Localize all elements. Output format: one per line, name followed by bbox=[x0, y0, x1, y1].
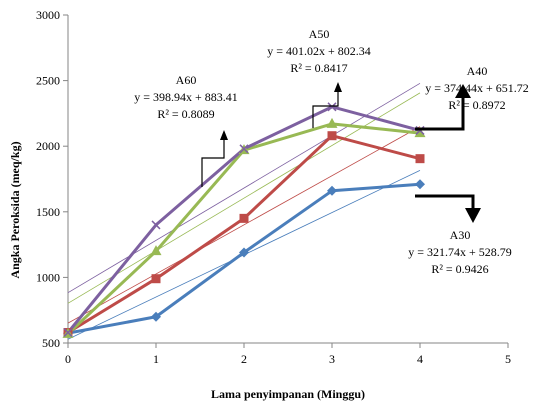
point-a60 bbox=[327, 102, 337, 112]
annotation-a40-name: A40 bbox=[467, 64, 488, 78]
x-tick-label: 1 bbox=[153, 352, 159, 366]
y-tick-label: 2500 bbox=[36, 74, 60, 88]
trendline-a60 bbox=[67, 82, 421, 294]
point-a60 bbox=[63, 327, 73, 338]
annotation-a40-equation: y = 374.44x + 651.72 bbox=[425, 81, 529, 95]
series-line-a30 bbox=[67, 182, 421, 335]
x-tick-label: 5 bbox=[505, 352, 511, 366]
point-a60 bbox=[239, 144, 249, 154]
point-a40 bbox=[151, 274, 161, 284]
arrow-a40 bbox=[415, 96, 465, 131]
x-tick-label: 4 bbox=[417, 352, 423, 366]
annotation-a50-r2: R² = 0.8417 bbox=[290, 61, 347, 75]
arrow-a60 bbox=[201, 140, 225, 187]
y-tick-label: 1500 bbox=[36, 205, 60, 219]
annotation-a30-r2: R² = 0.9426 bbox=[431, 262, 488, 276]
annotation-a50-equation: y = 401.02x + 802.34 bbox=[267, 44, 371, 58]
series-line-a40 bbox=[67, 134, 421, 334]
annotation-a40-r2: R² = 0.8972 bbox=[448, 98, 505, 112]
annotation-a60-r2: R² = 0.8089 bbox=[157, 107, 214, 121]
annotation-a60-equation: y = 398.94x + 883.41 bbox=[134, 90, 238, 104]
point-a40 bbox=[415, 154, 425, 164]
y-axis-title: Angka Peroksida (meq/kg) bbox=[8, 141, 22, 278]
x-tick-label: 3 bbox=[329, 352, 335, 366]
arrow-a50-head bbox=[334, 82, 342, 92]
series-line-a50 bbox=[66, 122, 421, 335]
annotation-a50-name: A50 bbox=[309, 27, 330, 41]
point-a50 bbox=[414, 127, 426, 138]
series-lines bbox=[62, 102, 426, 339]
point-a40 bbox=[239, 213, 249, 223]
point-a30 bbox=[239, 247, 249, 258]
point-a30 bbox=[151, 311, 161, 322]
annotation-a30-name: A30 bbox=[450, 228, 471, 242]
point-a50 bbox=[150, 245, 162, 256]
annotation-arrows bbox=[201, 82, 481, 223]
y-tick-label: 2000 bbox=[36, 139, 60, 153]
y-tick-label: 3000 bbox=[36, 8, 60, 22]
arrow-a50 bbox=[312, 91, 339, 128]
arrow-a30-head bbox=[465, 208, 481, 223]
point-a60 bbox=[151, 220, 161, 230]
x-tick-label: 2 bbox=[241, 352, 247, 366]
trendline-a40 bbox=[67, 126, 421, 324]
arrow-a30 bbox=[415, 194, 475, 210]
arrow-a60-head bbox=[220, 130, 228, 140]
y-tick-label: 500 bbox=[42, 336, 60, 350]
x-axis-title: Lama penyimpanan (Minggu) bbox=[211, 387, 365, 401]
point-a50 bbox=[326, 117, 338, 128]
axes: 500 1000 1500 2000 2500 3000 0 1 2 3 4 5 bbox=[36, 8, 511, 366]
annotation-a60-name: A60 bbox=[176, 73, 197, 87]
arrow-a40-head bbox=[455, 84, 471, 98]
point-a40 bbox=[327, 131, 337, 141]
y-tick-label: 1000 bbox=[36, 270, 60, 284]
x-tick-label: 0 bbox=[65, 352, 71, 366]
point-a30 bbox=[327, 185, 337, 196]
annotation-a30-equation: y = 321.74x + 528.79 bbox=[408, 245, 512, 259]
trendline-a50 bbox=[67, 92, 421, 304]
point-a30 bbox=[415, 179, 425, 190]
